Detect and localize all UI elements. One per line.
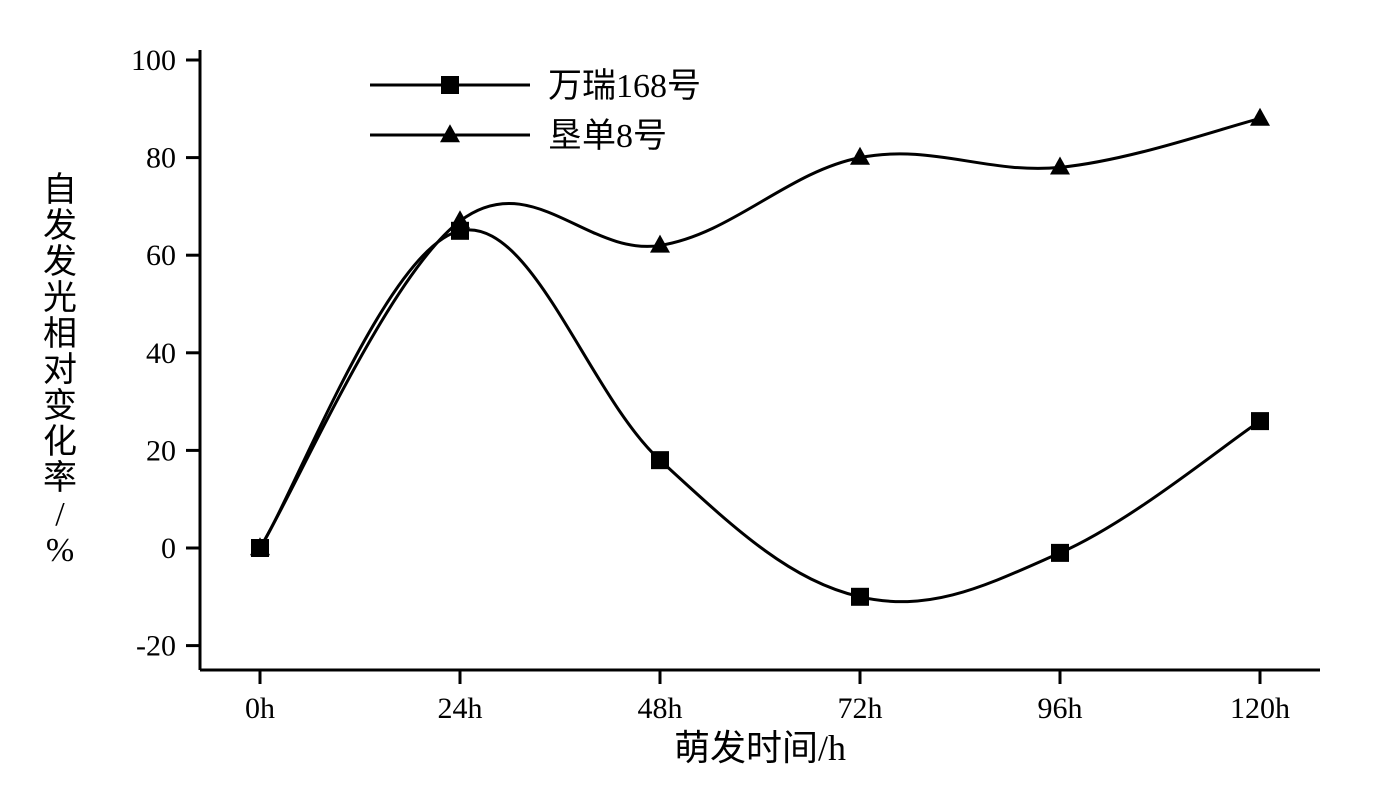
svg-text:率: 率 <box>43 459 77 497</box>
y-tick-label: 0 <box>161 532 176 565</box>
line-chart: -20 0 20 40 60 80 100 0h 24h 48h 72h 96h 120h 萌发时间/h 自… <box>0 0 1400 800</box>
series-1-marker <box>450 210 470 228</box>
series-line-0 <box>260 230 1260 602</box>
svg-text:变: 变 <box>43 387 77 425</box>
x-tick-label: 120h <box>1230 692 1290 725</box>
svg-text:对: 对 <box>43 351 77 389</box>
legend-label: 万瑞168号 <box>548 68 701 105</box>
series-0-marker <box>1051 544 1069 562</box>
x-tick-label: 24h <box>438 692 483 725</box>
x-axis-title: 萌发时间/h <box>674 728 846 768</box>
svg-text:发: 发 <box>43 207 77 245</box>
y-axis-title: 自发发光相对变化率/% <box>43 171 77 569</box>
svg-text:发: 发 <box>43 243 77 281</box>
series-1-marker <box>1250 108 1270 126</box>
series-line-1 <box>260 119 1260 548</box>
series-0-marker <box>1251 412 1269 430</box>
y-tick-label: 20 <box>146 434 176 467</box>
svg-text:光: 光 <box>43 279 77 317</box>
svg-text:自: 自 <box>43 171 77 209</box>
y-tick-label: 80 <box>146 142 176 175</box>
series-0-marker <box>651 451 669 469</box>
legend-marker <box>441 76 459 94</box>
legend-label: 垦单8号 <box>548 118 667 155</box>
legend-marker <box>440 124 460 142</box>
y-tick-label: 60 <box>146 239 176 272</box>
x-tick-label: 48h <box>638 692 683 725</box>
x-tick-label: 72h <box>838 692 883 725</box>
svg-text:/: / <box>55 496 65 533</box>
y-tick-label: 100 <box>131 44 176 77</box>
svg-text:化: 化 <box>43 423 77 461</box>
x-tick-label: 96h <box>1038 692 1083 725</box>
series-0-marker <box>851 588 869 606</box>
chart-container: -20 0 20 40 60 80 100 0h 24h 48h 72h 96h 120h 萌发时间/h 自… <box>0 0 1400 800</box>
svg-text:%: % <box>46 532 74 569</box>
svg-text:相: 相 <box>43 315 77 353</box>
y-tick-label: -20 <box>136 630 176 663</box>
x-tick-label: 0h <box>245 692 275 725</box>
y-tick-label: 40 <box>146 337 176 370</box>
